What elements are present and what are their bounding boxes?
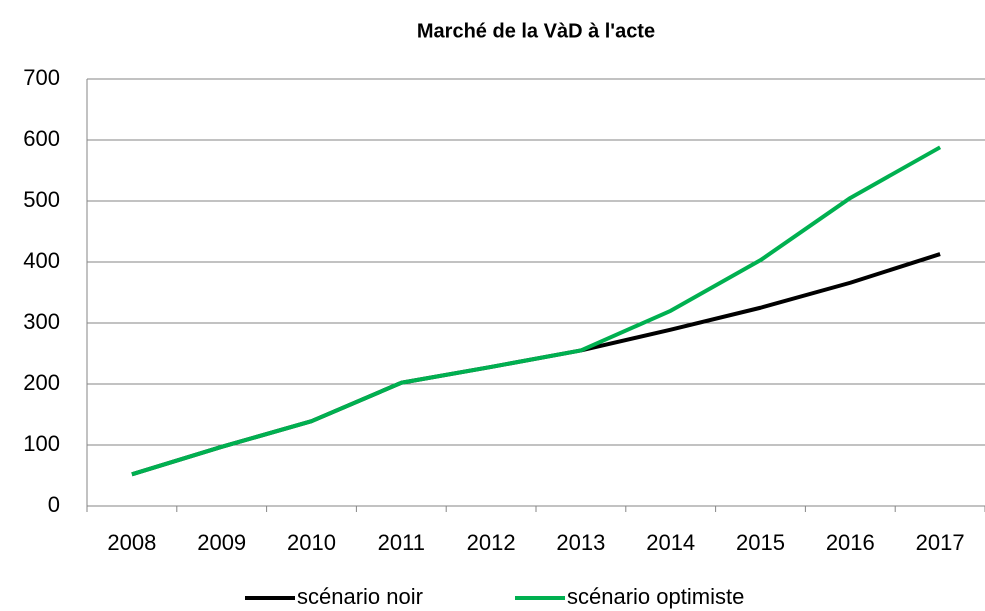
y-tick-label: 700 xyxy=(23,65,60,90)
y-tick-label: 100 xyxy=(23,431,60,456)
x-tick-label: 2014 xyxy=(646,530,695,555)
y-tick-label: 300 xyxy=(23,309,60,334)
x-tick-label: 2017 xyxy=(916,530,965,555)
chart-title: Marché de la VàD à l'acte xyxy=(417,20,655,42)
x-tick-label: 2008 xyxy=(107,530,156,555)
x-tick-label: 2009 xyxy=(197,530,246,555)
x-tick-label: 2015 xyxy=(736,530,785,555)
x-tick-label: 2010 xyxy=(287,530,336,555)
y-tick-label: 600 xyxy=(23,126,60,151)
series-line xyxy=(131,145,942,477)
y-tick-label: 200 xyxy=(23,370,60,395)
legend-label: scénario noir xyxy=(297,584,423,609)
x-tick-label: 2016 xyxy=(826,530,875,555)
x-tick-label: 2011 xyxy=(378,530,425,555)
y-tick-label: 0 xyxy=(48,492,60,517)
series-line xyxy=(131,252,941,477)
legend-label: scénario optimiste xyxy=(567,584,744,609)
x-tick-label: 2012 xyxy=(467,530,516,555)
x-tick-label: 2013 xyxy=(556,530,605,555)
y-tick-label: 500 xyxy=(23,187,60,212)
y-tick-label: 400 xyxy=(23,248,60,273)
